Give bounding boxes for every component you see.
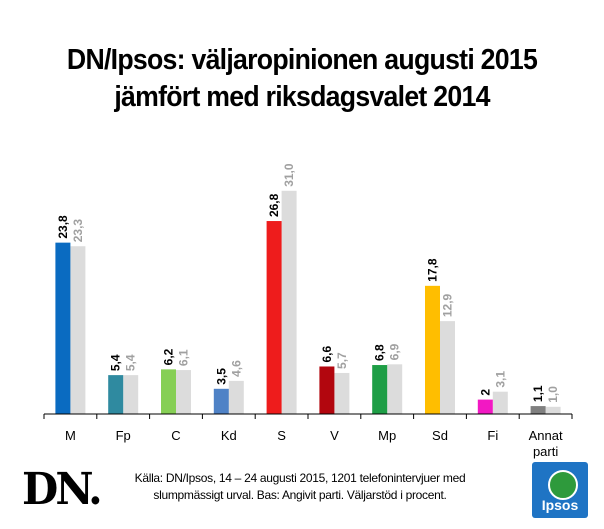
bar-election-c bbox=[176, 370, 191, 414]
bar-poll-annat-parti bbox=[530, 406, 546, 414]
bar-election-kd bbox=[228, 380, 244, 414]
ipsos-logo-circle-icon bbox=[548, 470, 578, 500]
bar-poll-kd bbox=[213, 388, 229, 414]
x-tick-label-fp: Fp bbox=[116, 428, 131, 443]
bar-election-sd bbox=[440, 321, 455, 414]
bar-poll-mp bbox=[372, 365, 388, 414]
x-tick-label-kd: Kd bbox=[221, 428, 237, 443]
data-labels: 23,8 23,35,4 5,4 6,2 6,13,5 4,626,831,06,6 5,7… bbox=[56, 163, 560, 403]
x-tick-label-v: V bbox=[330, 428, 339, 443]
x-tick-label-sd: Sd bbox=[432, 428, 448, 443]
title-line-2: jämfört med riksdagsvalet 2014 bbox=[114, 81, 490, 113]
data-label-election-mp: 6,9 bbox=[388, 343, 402, 360]
data-label-poll-fp: 5,4 bbox=[109, 354, 123, 371]
bar-election-fp bbox=[123, 375, 139, 414]
data-label-election-fi: 3,1 bbox=[493, 371, 507, 388]
x-tick-label-annat-parti: Annat parti bbox=[529, 428, 563, 459]
x-tick-label-s: S bbox=[277, 428, 286, 443]
ipsos-logo-text: Ipsos bbox=[541, 497, 579, 513]
data-label-election-s: 31,0 bbox=[282, 163, 296, 187]
data-label-election-kd: 4,6 bbox=[229, 360, 243, 377]
data-label-poll-kd: 3,5 bbox=[214, 368, 228, 385]
data-label-poll-sd: 17,8 bbox=[426, 258, 440, 282]
data-label-poll-c: 6,2 bbox=[162, 348, 176, 365]
dn-logo: DN. bbox=[22, 464, 103, 515]
x-tick-label-m: M bbox=[65, 428, 76, 443]
bars-layer bbox=[55, 190, 561, 414]
data-label-election-c: 6,1 bbox=[177, 349, 191, 366]
data-label-election-fp: 5,4 bbox=[124, 354, 138, 371]
bar-election-mp bbox=[387, 364, 403, 414]
bar-election-fi bbox=[492, 391, 508, 414]
x-axis-ticks bbox=[43, 414, 573, 419]
data-label-election-sd: 12,9 bbox=[441, 293, 455, 317]
bar-poll-v bbox=[319, 366, 335, 414]
source-line-2: slumpmässigt urval. Bas: Angivit parti. … bbox=[153, 488, 447, 502]
data-label-election-v: 5,7 bbox=[335, 352, 349, 369]
data-label-poll-m: 23,8 bbox=[56, 215, 70, 239]
source-line-1: Källa: DN/Ipsos, 14 – 24 augusti 2015, 1… bbox=[134, 471, 466, 485]
data-label-poll-v: 6,6 bbox=[320, 345, 334, 362]
bar-election-s bbox=[281, 190, 297, 414]
x-tick-label-c: C bbox=[171, 428, 180, 443]
x-tick-label-fi: Fi bbox=[487, 428, 498, 443]
bar-poll-c bbox=[161, 369, 176, 414]
bar-chart: M Fp C Kd S V Mp Sd Fi Annat parti 23,8 23,3 5,4 5,4 6… bbox=[43, 163, 573, 459]
title-line-1: DN/Ipsos: väljaropinionen augusti 2015 bbox=[66, 44, 538, 76]
bar-poll-fi bbox=[477, 399, 493, 414]
bar-election-annat-parti bbox=[545, 406, 561, 414]
data-label-poll-fi: 2 bbox=[478, 389, 492, 396]
data-label-election-m: 23,3 bbox=[71, 219, 85, 243]
data-label-election-annat-parti: 1,0 bbox=[546, 386, 560, 403]
ipsos-logo: Ipsos bbox=[532, 462, 588, 518]
data-label-poll-mp: 6,8 bbox=[373, 344, 387, 361]
bar-poll-fp bbox=[108, 375, 124, 414]
bar-poll-m bbox=[55, 242, 71, 414]
source-note: Källa: DN/Ipsos, 14 – 24 augusti 2015, 1… bbox=[100, 470, 500, 504]
page-title: DN/Ipsos: väljaropinionen augusti 2015 j… bbox=[24, 42, 580, 116]
bar-election-v bbox=[334, 372, 350, 414]
bar-poll-s bbox=[266, 221, 282, 414]
data-label-poll-s: 26,8 bbox=[267, 193, 281, 217]
data-label-poll-annat-parti: 1,1 bbox=[531, 385, 545, 402]
bar-poll-sd bbox=[425, 285, 440, 414]
x-axis-labels: M Fp C Kd S V Mp Sd Fi Annat parti bbox=[65, 428, 563, 459]
bar-election-m bbox=[70, 246, 86, 414]
x-tick-label-mp: Mp bbox=[378, 428, 396, 443]
